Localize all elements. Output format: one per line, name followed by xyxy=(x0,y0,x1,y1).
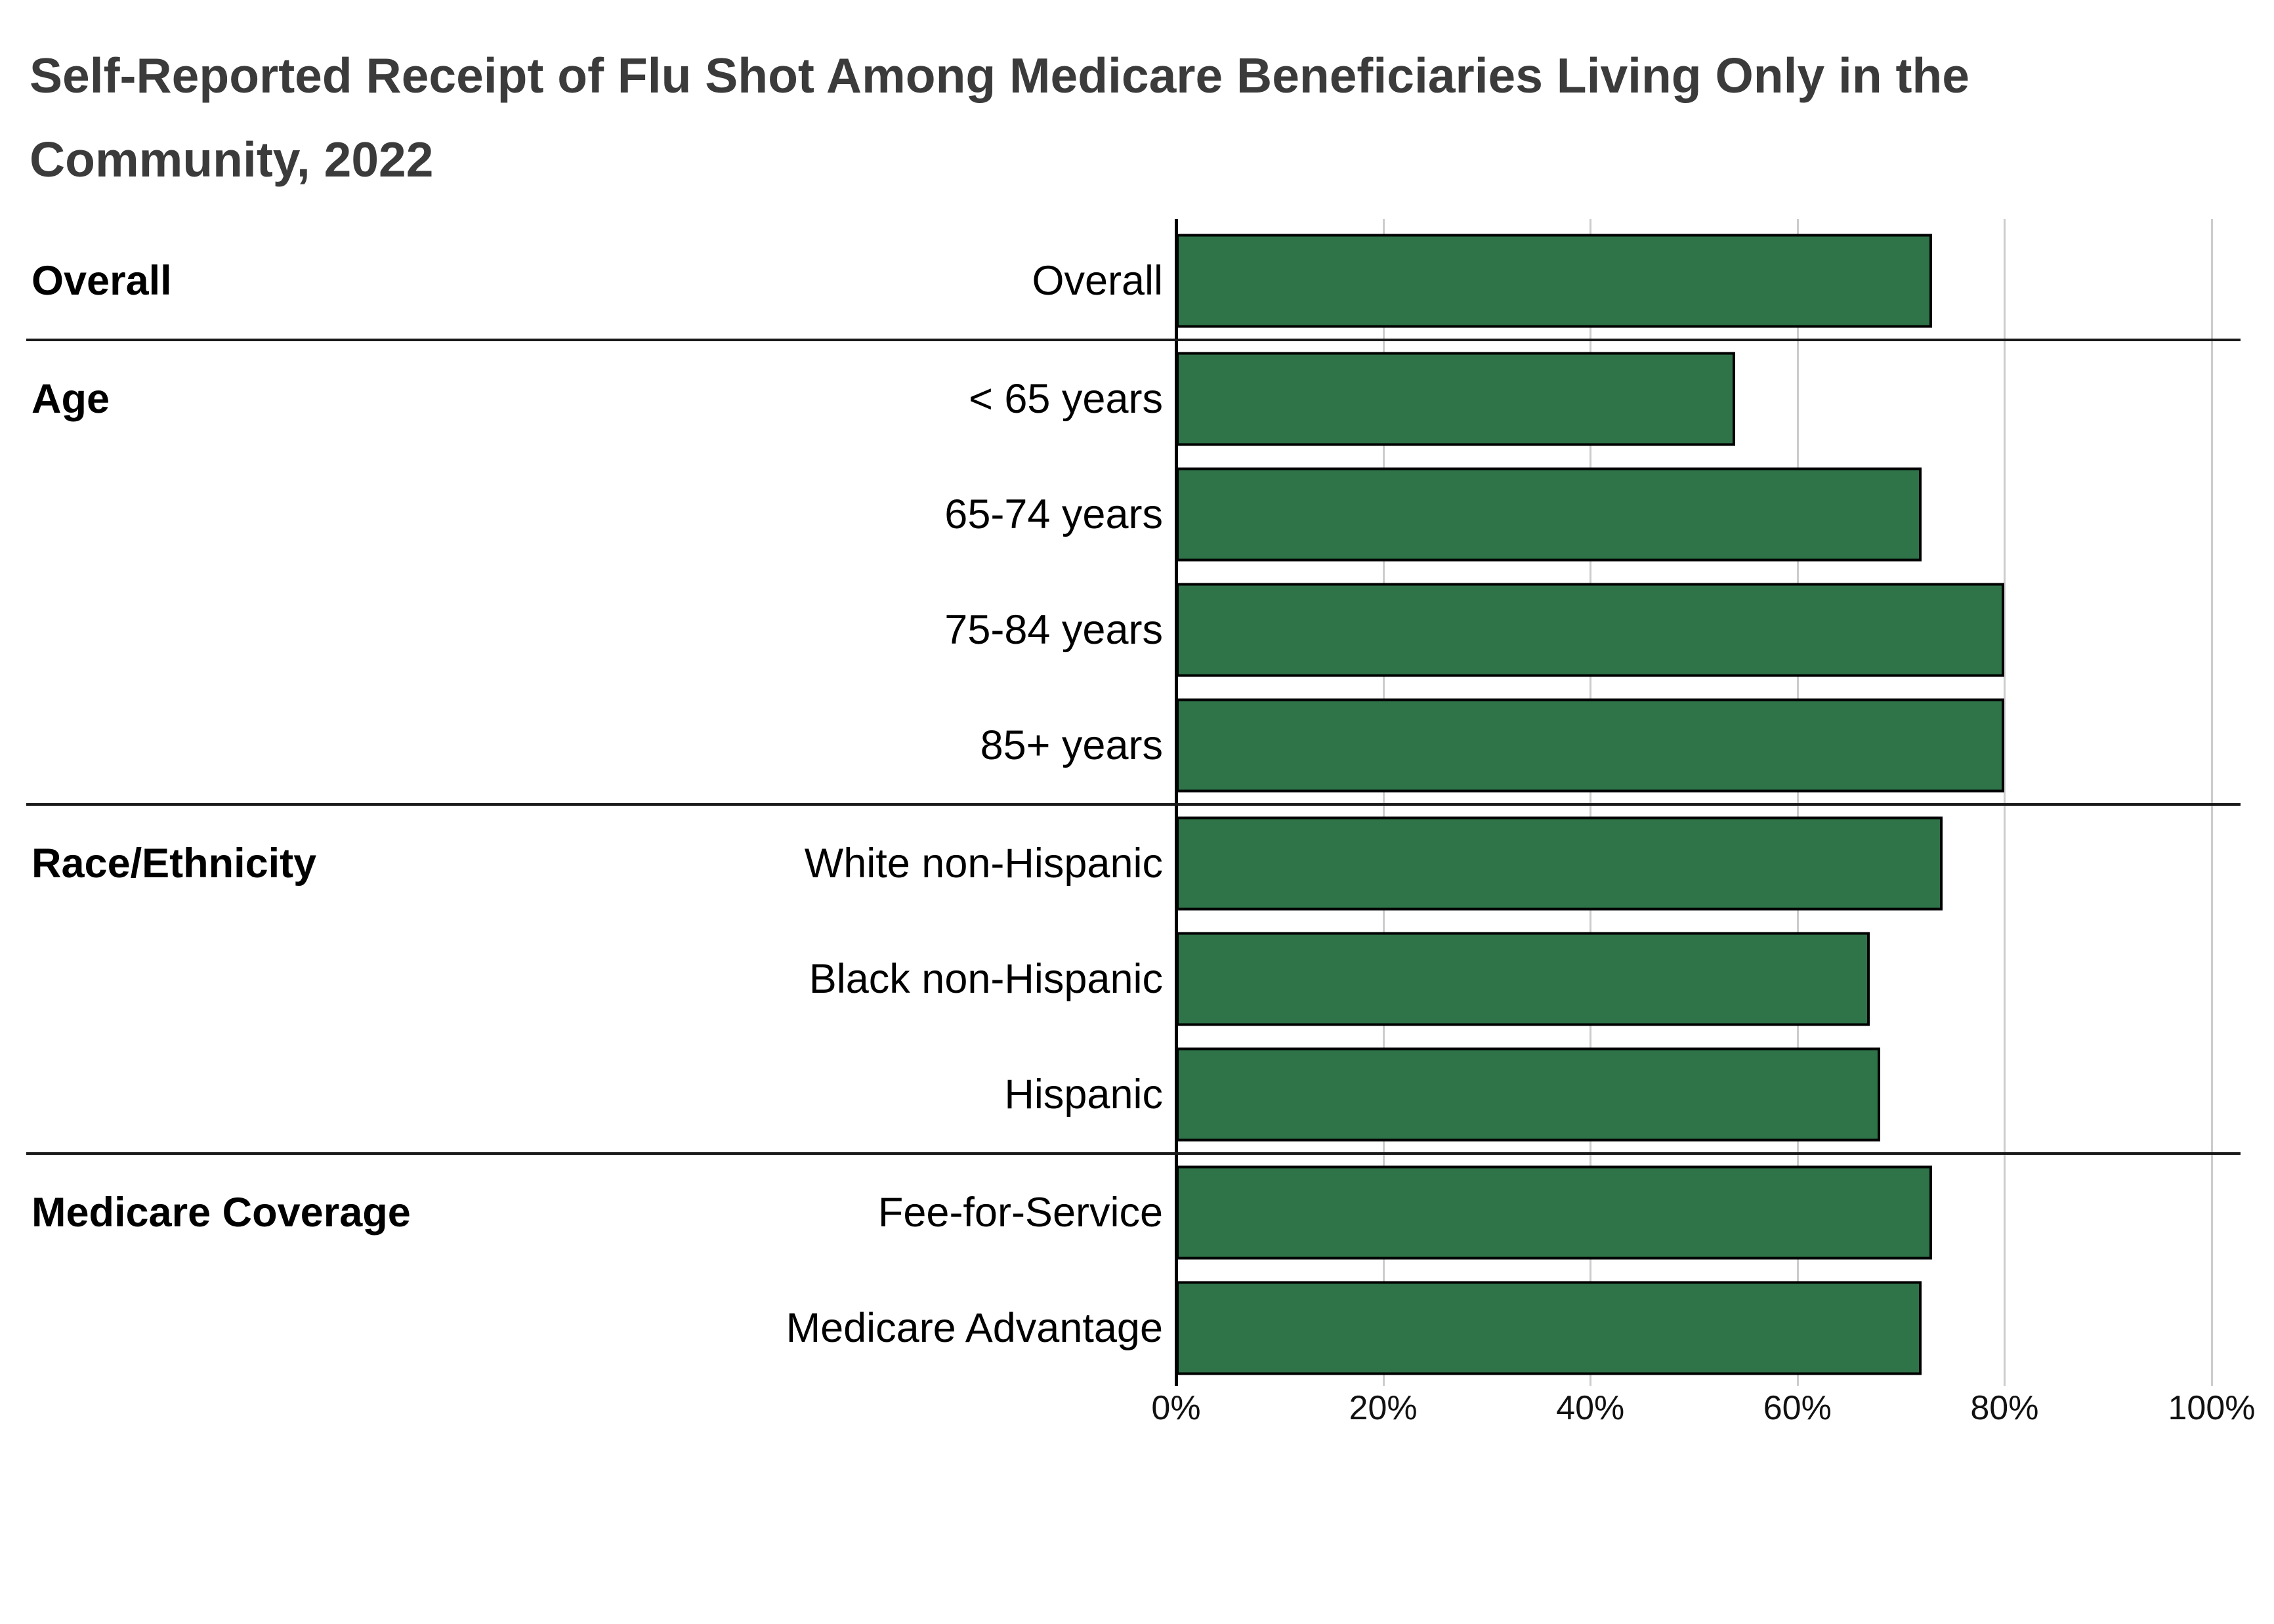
group-label: Age xyxy=(32,376,110,422)
gridline-100 xyxy=(2211,219,2213,1386)
bar-label: Fee-for-Service xyxy=(877,1190,1163,1236)
tick-label-20: 20% xyxy=(1349,1389,1418,1427)
bar xyxy=(1176,932,1870,1026)
bar-label: Overall xyxy=(1032,258,1163,304)
table-row: Overall Overall xyxy=(26,223,2241,339)
group-label: Overall xyxy=(32,258,172,304)
bar xyxy=(1176,1165,1932,1260)
tick-label-60: 60% xyxy=(1763,1389,1832,1427)
gridline-80 xyxy=(2004,219,2006,1386)
bar xyxy=(1176,816,1943,911)
bar-label: White non-Hispanic xyxy=(804,841,1163,886)
tick-label-40: 40% xyxy=(1556,1389,1625,1427)
group-age: Age < 65 years 65-74 years 75-84 years 85+ y… xyxy=(26,339,2241,803)
bar-label: 85+ years xyxy=(980,722,1163,768)
table-row: Race/Ethnicity White non-Hispanic xyxy=(26,806,2241,921)
gridlines-layer xyxy=(26,219,2241,1386)
group-label: Medicare Coverage xyxy=(32,1190,411,1236)
table-row: Hispanic xyxy=(26,1037,2241,1152)
tick-label-0: 0% xyxy=(1151,1389,1201,1427)
bar-label: 75-84 years xyxy=(944,607,1163,653)
y-axis-line xyxy=(1175,219,1178,1386)
group-medicare-coverage: Medicare Coverage Fee-for-Service Medicare… xyxy=(26,1152,2241,1386)
gridline-40 xyxy=(1590,219,1592,1386)
bar xyxy=(1176,234,1932,328)
chart-title: Self-Reported Receipt of Flu Shot Among … xyxy=(30,48,1969,187)
group-race-ethnicity: Race/Ethnicity White non-Hispanic Black no… xyxy=(26,803,2241,1152)
bar xyxy=(1176,352,1736,446)
bar-label: < 65 years xyxy=(969,376,1163,422)
table-row: Black non-Hispanic xyxy=(26,921,2241,1037)
group-overall: Overall Overall xyxy=(26,223,2241,339)
bar-groups: Overall Overall Age < 65 years 65-74 years 75… xyxy=(26,223,2241,1386)
gridline-60 xyxy=(1796,219,1799,1386)
table-row: Age < 65 years xyxy=(26,341,2241,457)
bar xyxy=(1176,467,1922,562)
bar-label: Medicare Advantage xyxy=(786,1305,1163,1351)
group-label: Race/Ethnicity xyxy=(32,841,317,886)
tick-label-80: 80% xyxy=(1970,1389,2039,1427)
table-row: Medicare Advantage xyxy=(26,1270,2241,1386)
bar xyxy=(1176,698,2005,793)
tick-label-100: 100% xyxy=(2168,1389,2256,1427)
bar-label: 65-74 years xyxy=(944,491,1163,537)
bar-label: Hispanic xyxy=(1004,1072,1163,1117)
bar-label: Black non-Hispanic xyxy=(809,956,1163,1002)
bar xyxy=(1176,1281,1922,1375)
bar xyxy=(1176,583,2005,677)
bar xyxy=(1176,1047,1881,1142)
table-row: 65-74 years xyxy=(26,457,2241,572)
gridline-20 xyxy=(1382,219,1385,1386)
plot-area: Overall Overall Age < 65 years 65-74 years 75… xyxy=(26,219,2256,1433)
table-row: 75-84 years xyxy=(26,572,2241,688)
table-row: Medicare Coverage Fee-for-Service xyxy=(26,1155,2241,1270)
table-row: 85+ years xyxy=(26,688,2241,803)
x-axis-tick-labels: 0% 20% 40% 60% 80% 100% xyxy=(26,1386,2255,1438)
